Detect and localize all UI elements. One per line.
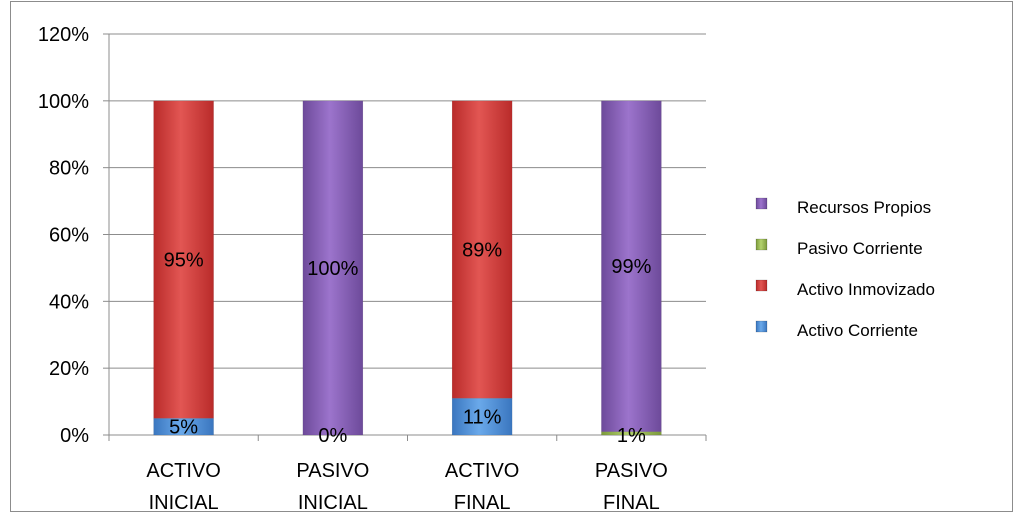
- data-label: 89%: [462, 240, 502, 262]
- x-tick-label: PASIVO FINAL: [595, 460, 668, 513]
- legend-swatch-activo-inmovizado: [755, 279, 768, 292]
- legend-label-activo-corriente: Activo Corriente: [797, 321, 918, 340]
- data-label: 100%: [307, 258, 358, 280]
- data-label: 5%: [169, 417, 198, 439]
- data-label: 95%: [164, 250, 204, 272]
- legend-label-activo-inmovizado: Activo Inmovizado: [797, 280, 935, 299]
- bar-activo-corriente: [451, 397, 513, 436]
- data-labels: 5% 95% 0% 100% 11% 89% 1% 99%: [164, 240, 652, 447]
- x-tick-label: ACTIVO FINAL: [445, 460, 519, 513]
- data-label: 1%: [617, 425, 646, 447]
- bar-activo-inmovizado: [153, 100, 214, 419]
- y-tick-label: 60%: [49, 225, 89, 247]
- legend-swatch-activo-corriente: [755, 320, 768, 333]
- bars: [153, 100, 662, 436]
- data-label: 11%: [463, 407, 502, 429]
- y-tick-label: 100%: [38, 91, 89, 113]
- y-tick-label: 120%: [38, 24, 89, 46]
- data-label: 0%: [318, 425, 347, 447]
- x-tick-label: PASIVO INICIAL: [296, 460, 369, 513]
- bar-recursos-propios: [302, 100, 364, 436]
- legend-label-recursos-propios: Recursos Propios: [797, 198, 931, 217]
- legend-swatch-recursos-propios: [755, 197, 768, 210]
- y-tick-label: 80%: [49, 158, 89, 180]
- legend-swatch-pasivo-corriente: [755, 238, 768, 251]
- legend-label-pasivo-corriente: Pasivo Corriente: [797, 239, 923, 258]
- data-label: 99%: [611, 256, 651, 278]
- x-tick-label: ACTIVO INICIAL: [146, 460, 220, 513]
- y-tick-label: 40%: [49, 291, 89, 313]
- y-tick-label: 20%: [49, 358, 89, 380]
- axes: 0% 20% 40% 60% 80% 100% 120% ACTIVO INICIAL PASIV…: [38, 24, 707, 513]
- bar-activo-inmovizado: [451, 100, 513, 399]
- y-tick-label: 0%: [60, 425, 89, 447]
- legend: Recursos Propios Pasivo Corriente Activo I…: [755, 197, 935, 340]
- bar-recursos-propios: [601, 100, 662, 432]
